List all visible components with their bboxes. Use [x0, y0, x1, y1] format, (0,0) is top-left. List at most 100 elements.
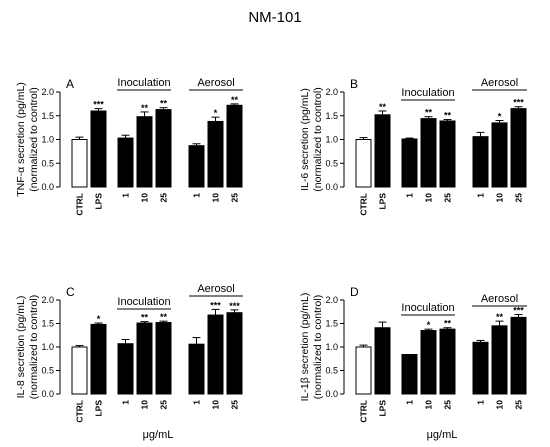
panel-d-category-label: 25 — [443, 400, 453, 410]
panel-a-group-inoculation-label: Inoculation — [117, 77, 170, 89]
panel-c-category-label: 1 — [192, 400, 202, 405]
panel-b-significance: ** — [444, 111, 452, 121]
panel-d-y-label-2: (normalized to control) — [312, 295, 324, 399]
panel-c-y-label: IL-8 secretion (pg/mL) — [15, 296, 27, 399]
panel-b-chart: B 0.0 0.5 1.0 1.5 2.0 IL-6 secretion (pg/mL) (n… — [299, 77, 527, 216]
panel-b-bar-10 — [491, 122, 508, 188]
panel-b-group-inoculation-label: Inoculation — [401, 87, 454, 99]
panel-d-bar-25 — [510, 316, 527, 395]
panel-c-group-inoculation-label: Inoculation — [117, 296, 170, 308]
panel-d-group-inoculation-label: Inoculation — [401, 302, 454, 314]
panel-c-bar-25 — [226, 312, 243, 395]
panel-d-category-label: 1 — [405, 400, 415, 405]
panel-d-y-tick-label: 1.5 — [325, 319, 338, 329]
panel-a-category-label: 25 — [159, 193, 169, 203]
panel-b-letter: B — [350, 77, 358, 91]
panel-a-y-tick-label: 0.0 — [41, 182, 54, 192]
panel-a-bar-10 — [136, 116, 153, 188]
panel-c-chart: C 0.0 0.5 1.0 1.5 2.0 IL-8 secretion (pg/mL) (n… — [15, 283, 243, 423]
panel-d-bar-10 — [491, 325, 508, 395]
panel-a-significance: *** — [93, 100, 104, 110]
panel-b-y-label-2: (normalized to control) — [312, 87, 324, 191]
panel-d-category-label: 1 — [476, 400, 486, 405]
panel-d-category-label: 25 — [514, 400, 524, 410]
panel-b-significance: * — [498, 112, 502, 122]
x-unit-label-right: μg/mL — [427, 429, 458, 441]
panel-c-letter: C — [66, 285, 75, 299]
panel-d-category-label: LPS — [378, 400, 388, 417]
panel-a-category-label: LPS — [94, 193, 104, 210]
panel-c-y-tick-label: 0.5 — [41, 366, 54, 376]
panel-b-category-label: 1 — [476, 193, 486, 198]
panel-b-y-tick-label: 0.5 — [325, 158, 338, 168]
panel-a-category-label: 10 — [140, 193, 150, 203]
panel-c-bar-10 — [136, 322, 153, 395]
panel-a-y-tick-label: 1.0 — [41, 135, 54, 145]
panel-c-bar-lps — [90, 323, 107, 395]
panel-c-group-aerosol-label: Aerosol — [197, 283, 234, 295]
panel-c-y-label-2: (normalized to control) — [28, 295, 40, 399]
panel-d-bar-1 — [472, 341, 489, 395]
panel-c-significance: *** — [210, 300, 221, 310]
panel-a-bar-lps — [90, 110, 107, 188]
panel-c-y-tick-label: 0.0 — [41, 389, 54, 399]
panel-a-significance: ** — [160, 99, 168, 109]
panel-d-bar-ctrl — [355, 346, 372, 395]
panel-b-y-tick-label: 0.0 — [325, 182, 338, 192]
panel-c-bar-25 — [155, 322, 172, 395]
panel-a-bar-1 — [188, 145, 205, 188]
panel-c-category-label: 10 — [211, 400, 221, 410]
panel-c-category-label: 1 — [121, 400, 131, 405]
panel-b-significance: *** — [513, 98, 524, 108]
panel-a-category-label: 1 — [121, 193, 131, 198]
panel-a-chart: A 0.0 0.5 1.0 1.5 2.0 TNF-α secretion (pg/mL)(… — [15, 77, 243, 216]
panel-a-y-tick-label: 1.5 — [41, 111, 54, 121]
panel-d-y-tick-label: 2.0 — [325, 295, 338, 305]
panel-d-y-tick-label: 0.5 — [325, 366, 338, 376]
panel-b-y-label: IL-6 secretion (pg/mL) — [299, 88, 311, 191]
panel-d-y-tick-label: 0.0 — [325, 389, 338, 399]
panel-c-y-tick-label: 1.0 — [41, 342, 54, 352]
panel-c-significance: * — [97, 314, 101, 324]
panel-b-bar-1 — [401, 138, 418, 188]
panel-d-significance: *** — [513, 306, 524, 316]
panel-b-category-label: 10 — [495, 193, 505, 203]
panel-d-y-label: IL-1β secretion (pg/mL) — [299, 293, 311, 402]
panel-a-y-label-2: (normalized to control) — [28, 87, 40, 191]
panel-b-bar-25 — [510, 108, 527, 188]
panel-d-category-label: 10 — [424, 400, 434, 410]
panel-b-bar-ctrl — [355, 139, 372, 188]
panel-c-category-label: CTRL — [75, 400, 85, 423]
panel-d-category-label: 10 — [495, 400, 505, 410]
panel-a-y-tick-label: 0.5 — [41, 158, 54, 168]
panel-d-bar-lps — [374, 327, 391, 395]
panel-d-chart: D 0.0 0.5 1.0 1.5 2.0 IL-1β secretion (pg/mL)(… — [299, 285, 527, 423]
panel-d-significance: ** — [444, 319, 452, 329]
panel-b-group-aerosol-label: Aerosol — [481, 77, 518, 89]
panel-b-bar-1 — [472, 136, 489, 188]
panel-a-group-aerosol-label: Aerosol — [197, 77, 234, 89]
panel-a-category-label: 1 — [192, 193, 202, 198]
panel-c-bar-ctrl — [71, 346, 88, 395]
panel-b-category-label: 10 — [424, 193, 434, 203]
panel-d-group-aerosol-label: Aerosol — [481, 293, 518, 305]
panel-d-y-tick-label: 1.0 — [325, 342, 338, 352]
panel-c-y-tick-label: 1.5 — [41, 319, 54, 329]
panel-b-y-tick-label: 1.5 — [325, 111, 338, 121]
panel-c-y-tick-label: 2.0 — [41, 295, 54, 305]
panel-c-bar-1 — [188, 343, 205, 395]
panel-a-category-label: CTRL — [75, 193, 85, 216]
panel-a-bar-25 — [155, 109, 172, 188]
panel-d-letter: D — [350, 285, 359, 299]
panel-a-y-label: TNF-α secretion (pg/mL) — [15, 82, 27, 197]
panel-b-significance: ** — [425, 108, 433, 118]
panel-a-y-tick-label: 2.0 — [41, 87, 54, 97]
panel-d-significance: ** — [496, 312, 504, 322]
panel-a-bar-10 — [207, 120, 224, 188]
panel-b-category-label: LPS — [378, 193, 388, 210]
panel-a-bar-25 — [226, 104, 243, 188]
x-unit-label-left: μg/mL — [143, 429, 174, 441]
panel-a-letter: A — [66, 77, 74, 91]
panel-c-category-label: 10 — [140, 400, 150, 410]
panel-b-bar-25 — [439, 120, 456, 188]
